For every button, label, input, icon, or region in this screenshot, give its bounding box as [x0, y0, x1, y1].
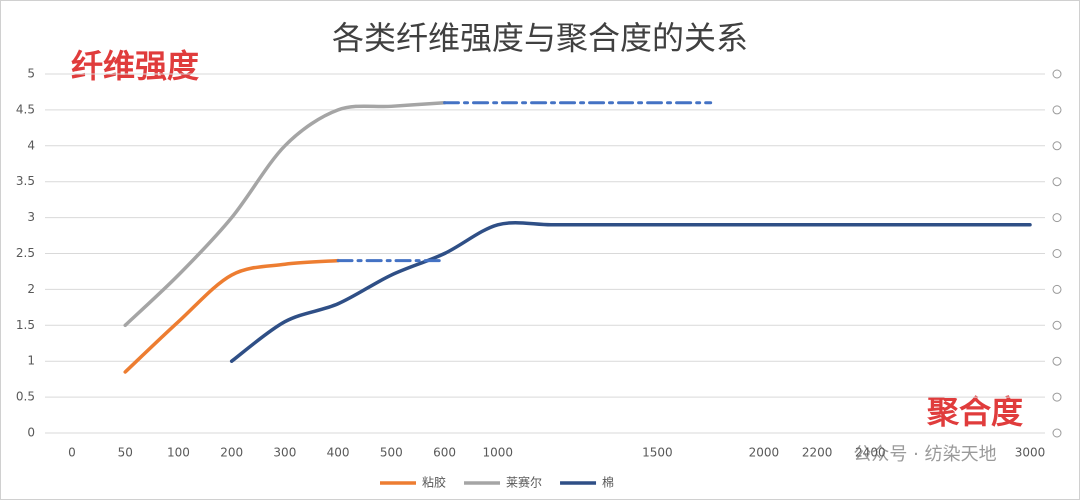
legend-label: 棉	[602, 476, 614, 490]
y-tick-label: 1	[27, 354, 35, 368]
chart-title: 各类纤维强度与聚合度的关系	[332, 19, 748, 57]
x-tick-label: 2200	[802, 446, 833, 460]
y-tick-label: 5	[27, 67, 35, 81]
resize-handle	[1052, 320, 1062, 330]
series-line	[123, 258, 340, 374]
resize-handle	[1052, 141, 1062, 151]
x-tick-label: 600	[433, 446, 456, 460]
y-tick-label: 2.5	[16, 246, 35, 260]
series-line	[123, 100, 447, 328]
x-tick-label: 3000	[1015, 446, 1046, 460]
resize-handle	[1052, 177, 1062, 187]
x-tick-label: 1500	[642, 446, 673, 460]
y-tick-label: 0.5	[16, 390, 35, 404]
y-tick-label: 0	[27, 426, 35, 440]
y-tick-label: 1.5	[16, 318, 35, 332]
y-annotation: 纤维强度	[71, 47, 199, 85]
x-tick-label: 0	[68, 446, 76, 460]
x-tick-label: 1000	[483, 446, 514, 460]
x-annotation: 聚合度	[926, 393, 1023, 431]
y-tick-label: 2	[27, 282, 35, 296]
x-tick-label: 200	[220, 446, 243, 460]
resize-handle	[1052, 69, 1062, 79]
x-tick-label: 2000	[749, 446, 780, 460]
x-tick-label: 300	[273, 446, 296, 460]
x-tick-label: 500	[380, 446, 403, 460]
x-tick-label: 2400	[855, 446, 886, 460]
resize-handle	[1052, 428, 1062, 438]
resize-handle	[1052, 392, 1062, 402]
x-tick-label: 50	[118, 446, 133, 460]
x-tick-label: 100	[167, 446, 190, 460]
watermark: 公众号 · 纺染天地	[853, 444, 996, 465]
resize-handle	[1052, 284, 1062, 294]
resize-handle	[1052, 213, 1062, 223]
legend-label: 莱赛尔	[506, 475, 542, 490]
y-tick-label: 3.5	[16, 174, 35, 188]
resize-handle	[1052, 356, 1062, 366]
legend-label: 粘胶	[422, 475, 446, 490]
y-tick-label: 4	[27, 138, 35, 152]
series-line	[229, 221, 1032, 363]
resize-handle	[1052, 105, 1062, 115]
y-tick-label: 4.5	[16, 102, 35, 116]
y-tick-label: 3	[27, 210, 35, 224]
resize-handle	[1052, 249, 1062, 258]
x-tick-label: 400	[327, 446, 350, 460]
